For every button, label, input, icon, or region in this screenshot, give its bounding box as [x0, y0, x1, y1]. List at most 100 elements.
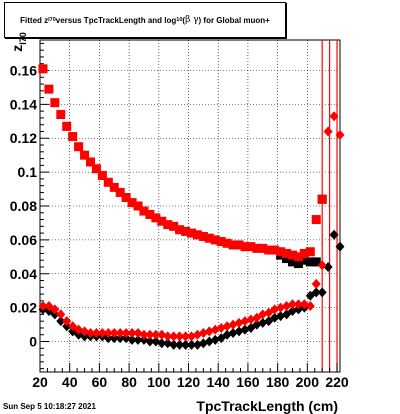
title-sub1: I70 — [48, 17, 56, 23]
data-point-square — [299, 248, 309, 258]
data-point-square — [139, 206, 149, 216]
data-point-square — [80, 150, 90, 160]
data-point-square — [121, 193, 131, 203]
data-point-square — [305, 257, 315, 267]
title-part1: Fitted z — [20, 15, 49, 25]
grid — [39, 40, 340, 372]
data-point-diamond — [329, 111, 339, 122]
data-point-diamond — [109, 333, 119, 344]
data-point-diamond — [115, 333, 125, 344]
y-axis-title: zI70 — [9, 32, 28, 52]
x-tick-label: 40 — [62, 374, 78, 390]
x-tick-label: 80 — [121, 374, 137, 390]
data-point-square — [192, 230, 202, 240]
x-tick-label: 220 — [325, 374, 349, 390]
title-part3: ( — [182, 15, 186, 25]
x-tick-label: 160 — [236, 374, 260, 390]
timestamp: Sun Sep 5 10:18:27 2021 — [3, 402, 96, 411]
data-point-diamond — [115, 328, 125, 339]
data-point-diamond — [181, 331, 191, 342]
data-point-square — [311, 215, 321, 225]
data-point-square — [317, 194, 327, 204]
data-point-diamond — [127, 334, 137, 345]
data-point-diamond — [311, 287, 321, 298]
y-tick-label: 0.06 — [10, 232, 37, 248]
data-point-diamond — [62, 316, 72, 327]
data-point-square — [204, 233, 214, 243]
y-tick-labels: 0 0.02 0.04 0.06 0.08 0.1 0.12 0.14 0.16 — [10, 62, 37, 349]
data-point-diamond — [335, 241, 345, 252]
data-point-diamond — [85, 328, 95, 339]
data-point-square — [282, 254, 292, 264]
data-point-square — [311, 257, 321, 267]
data-point-diamond — [50, 304, 60, 315]
data-point-square — [258, 243, 268, 253]
x-tick-label: 120 — [177, 374, 201, 390]
data-point-diamond — [175, 339, 185, 350]
x-tick-label: 100 — [147, 374, 171, 390]
data-point-square — [97, 171, 107, 181]
data-point-diamond — [56, 316, 66, 327]
data-point-square — [115, 187, 125, 197]
data-point-diamond — [311, 278, 321, 289]
data-point-square — [50, 98, 60, 108]
series-red-square — [38, 64, 327, 262]
y-tick-label: 0.16 — [10, 62, 37, 78]
data-point-diamond — [175, 331, 185, 342]
y-tick-label: 0.08 — [10, 198, 37, 214]
data-point-square — [293, 252, 303, 262]
data-point-square — [282, 248, 292, 258]
data-point-square — [246, 242, 256, 252]
data-point-diamond — [109, 328, 119, 339]
y-tick-label: 0.1 — [18, 164, 38, 180]
data-point-diamond — [317, 287, 327, 298]
data-point-diamond — [97, 328, 107, 339]
y-tick-label: 0.14 — [10, 96, 37, 112]
data-point-square — [287, 257, 297, 267]
data-point-square — [299, 255, 309, 265]
data-point-diamond — [169, 331, 179, 342]
data-point-square — [85, 157, 95, 167]
title-sub2: 10 — [176, 17, 183, 23]
data-point-square — [252, 243, 262, 253]
data-point-square — [127, 198, 137, 208]
data-point-diamond — [163, 331, 173, 342]
data-point-diamond — [127, 328, 137, 339]
data-point-square — [222, 238, 232, 248]
data-point-square — [228, 240, 238, 250]
data-point-diamond — [50, 309, 60, 320]
data-point-diamond — [91, 328, 101, 339]
y-tick-label: 0 — [29, 334, 37, 350]
x-tick-label: 20 — [32, 374, 48, 390]
data-point-diamond — [186, 339, 196, 350]
data-point-diamond — [103, 328, 113, 339]
data-point-square — [109, 182, 119, 192]
chart-title: Fitted z I70 versus TpcTrackLength and lo… — [4, 2, 286, 38]
data-point-square — [186, 228, 196, 238]
data-point-square — [276, 247, 286, 257]
data-point-diamond — [329, 229, 339, 240]
data-point-square — [44, 84, 54, 94]
data-point-diamond — [157, 338, 167, 349]
data-point-square — [103, 177, 113, 187]
y-axis-title-sub: I70 — [18, 32, 28, 45]
data-point-square — [62, 121, 72, 131]
data-point-diamond — [293, 299, 303, 310]
data-point-square — [270, 245, 280, 255]
y-tick-label: 0.12 — [10, 130, 37, 146]
data-point-square — [305, 247, 315, 257]
data-point-diamond — [323, 126, 333, 137]
data-point-diamond — [169, 339, 179, 350]
x-tick-label: 180 — [266, 374, 290, 390]
x-tick-label: 140 — [207, 374, 231, 390]
data-point-square — [181, 226, 191, 236]
data-point-square — [91, 164, 101, 174]
data-point-square — [240, 242, 250, 252]
data-point-diamond — [133, 334, 143, 345]
data-point-square — [38, 64, 48, 74]
data-point-square — [169, 221, 179, 231]
data-point-square — [163, 220, 173, 230]
data-series — [38, 64, 345, 350]
data-point-diamond — [181, 339, 191, 350]
